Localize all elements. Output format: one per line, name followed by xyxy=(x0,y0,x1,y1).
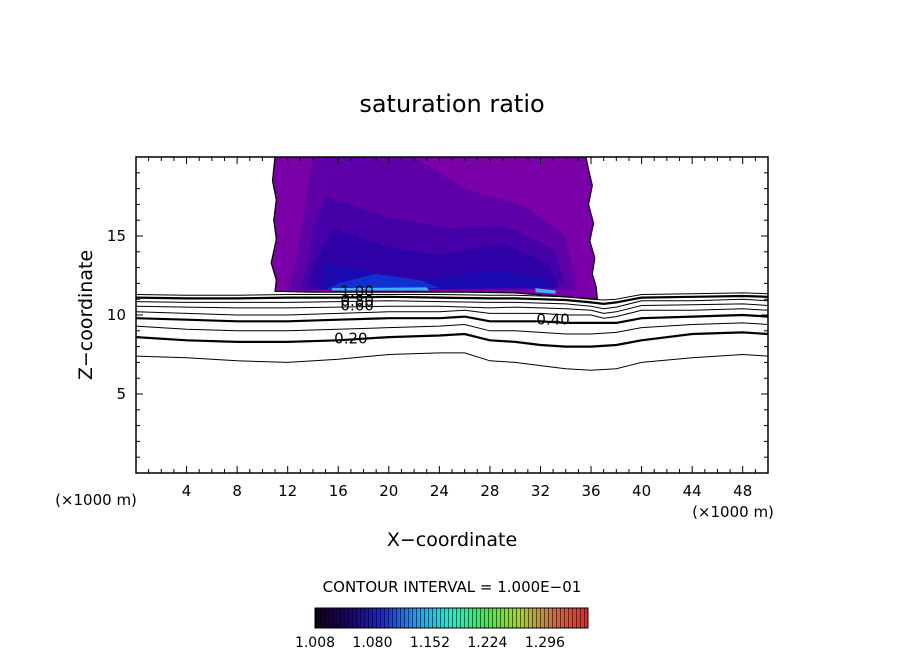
contour-lines xyxy=(136,292,768,371)
supersaturated-region xyxy=(270,157,599,300)
y-tick-label: 15 xyxy=(107,227,126,245)
x-axis-label: X−coordinate xyxy=(387,529,517,551)
x-tick-label: 12 xyxy=(278,482,297,500)
contour-label: 0.20 xyxy=(334,330,367,348)
colorbar: 1.008 1.080 1.152 1.224 1.296 xyxy=(295,607,589,651)
chart-title: saturation ratio xyxy=(359,90,544,118)
colorbar-frame xyxy=(314,607,589,629)
contour-label: 0.80 xyxy=(340,292,373,310)
region-outline xyxy=(270,157,599,300)
contour-label: 1.00 xyxy=(340,282,373,300)
x-tick-label: 32 xyxy=(531,482,550,500)
x-tick-label: 20 xyxy=(379,482,398,500)
contour-line-0.2 xyxy=(136,331,768,348)
x-tick-label: 4 xyxy=(182,482,192,500)
contour-line-0.4 xyxy=(136,313,768,324)
x-tick-label: 44 xyxy=(683,482,702,500)
x-tick-label: 36 xyxy=(581,482,600,500)
region-highlight-1 xyxy=(535,288,556,294)
x-unit-left: (×1000 m) xyxy=(55,491,137,509)
x-unit-right: (×1000 m) xyxy=(692,503,774,521)
contour-line-0.9 xyxy=(136,292,768,301)
y-tick-label: 5 xyxy=(116,385,126,403)
colorbar-stripes xyxy=(315,608,588,628)
x-tick-label: 28 xyxy=(480,482,499,500)
colorbar-labels: 1.008 1.080 1.152 1.224 1.296 xyxy=(295,635,565,651)
contour-labels: 1.000.600.80 0.40 0.20 xyxy=(334,282,570,347)
x-tick-label: 16 xyxy=(329,482,348,500)
plot-area xyxy=(136,157,768,371)
colorbar-tick-label: 1.296 xyxy=(525,635,565,651)
contour-interval-text: CONTOUR INTERVAL = 1.000E−01 xyxy=(323,578,582,596)
x-tick-label: 48 xyxy=(733,482,752,500)
contour-label: 0.60 xyxy=(340,297,373,315)
contour-line-0.1 xyxy=(136,352,768,371)
contour-line-0.6 xyxy=(136,303,768,314)
contour-line-0.5 xyxy=(136,308,768,319)
contour-line-0.8 xyxy=(136,294,768,306)
contour-label: 0.40 xyxy=(536,311,569,329)
region-shade-4 xyxy=(325,273,440,290)
x-tick-label: 24 xyxy=(430,482,449,500)
colorbar-tick-label: 1.152 xyxy=(410,635,450,651)
colorbar-tick-label: 1.224 xyxy=(467,635,507,651)
y-tick-label: 10 xyxy=(107,306,126,324)
contour-line-0.3 xyxy=(136,322,768,335)
colorbar-tick-label: 1.080 xyxy=(352,635,392,651)
x-tick-label: 40 xyxy=(632,482,651,500)
x-tick-label: 8 xyxy=(232,482,242,500)
contour-line-0.7 xyxy=(136,298,768,310)
y-axis-label: Z−coordinate xyxy=(75,250,97,380)
region-highlight-0 xyxy=(331,287,430,291)
colorbar-tick-label: 1.008 xyxy=(295,635,335,651)
